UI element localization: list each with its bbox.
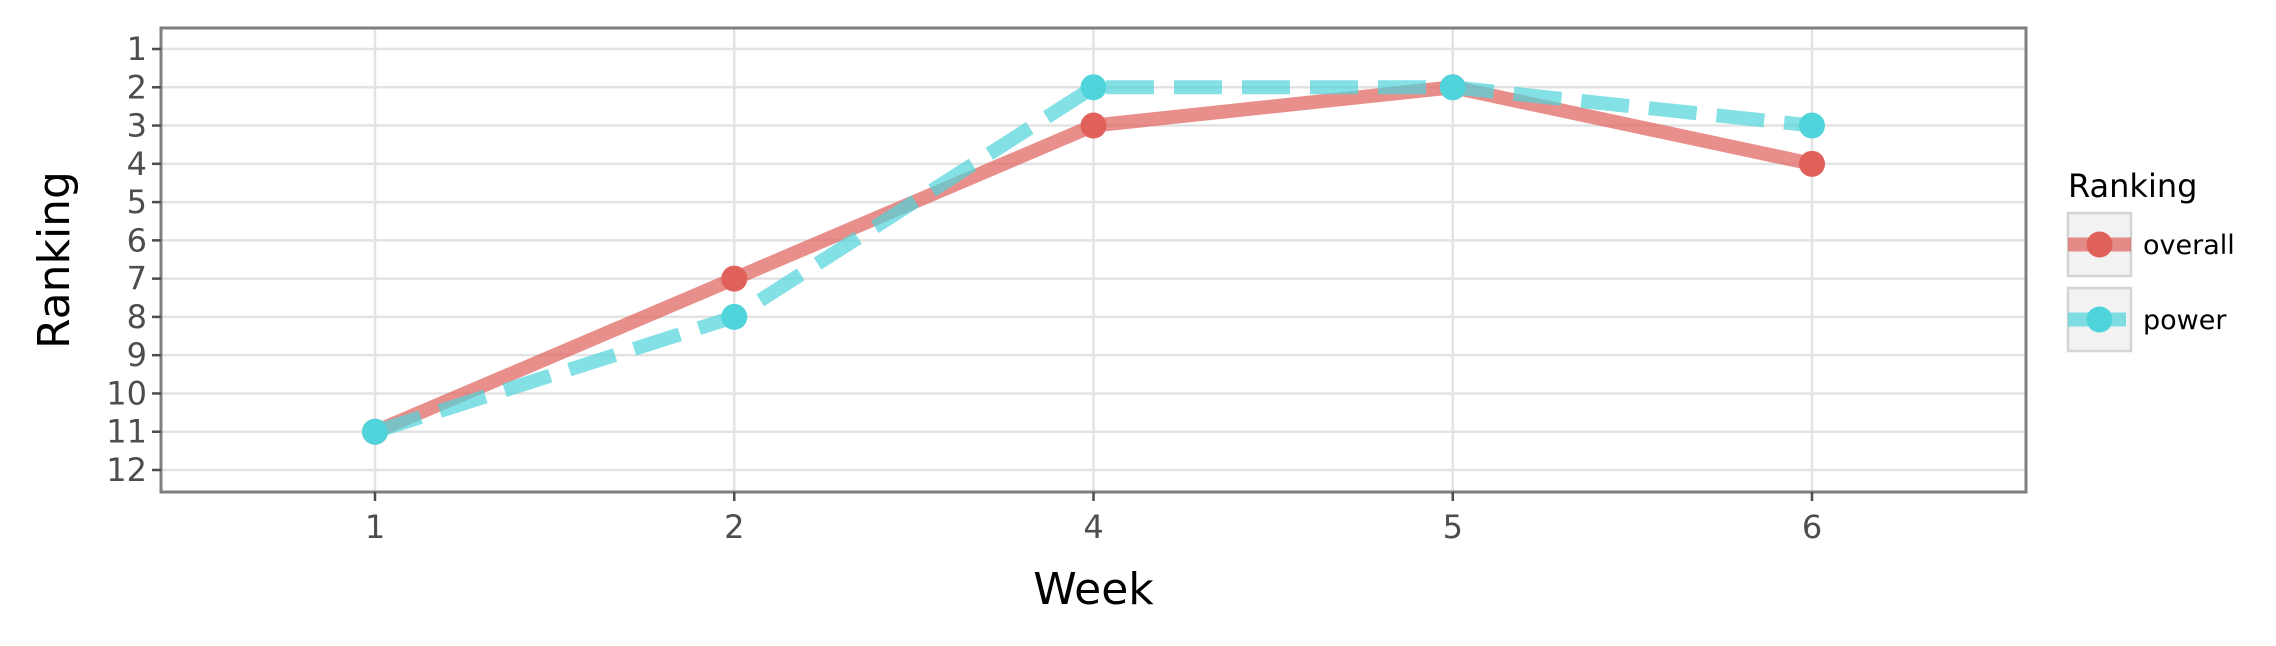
legend-items: overall power bbox=[2066, 211, 2235, 353]
y-tick-label: 1 bbox=[127, 30, 147, 68]
y-tick-label: 6 bbox=[127, 221, 147, 259]
series-line-power bbox=[372, 80, 1813, 439]
legend-title: Ranking bbox=[2068, 167, 2197, 205]
y-tick-label: 11 bbox=[106, 413, 147, 451]
series-point-power bbox=[721, 303, 748, 330]
series-layer bbox=[362, 74, 1825, 445]
series-point-power bbox=[1080, 74, 1107, 101]
x-tick-label: 1 bbox=[365, 508, 385, 546]
series-point-power bbox=[1439, 74, 1466, 101]
legend-key-point-overall bbox=[2086, 231, 2113, 258]
y-tick-label: 10 bbox=[106, 374, 147, 412]
y-tick-label: 5 bbox=[127, 183, 147, 221]
y-tick-label: 7 bbox=[127, 260, 147, 298]
series-point-overall bbox=[721, 265, 748, 292]
y-tick-label: 2 bbox=[127, 68, 147, 106]
y-tick-label: 3 bbox=[127, 107, 147, 145]
y-tick-label: 9 bbox=[127, 336, 147, 374]
x-axis-title: Week bbox=[1033, 564, 1154, 615]
legend-label-overall: overall bbox=[2143, 230, 2235, 261]
legend-label-power: power bbox=[2143, 305, 2227, 336]
legend-key-point-power bbox=[2086, 306, 2113, 333]
x-tick-label: 5 bbox=[1443, 508, 1463, 546]
x-tick-label: 6 bbox=[1802, 508, 1822, 546]
y-tick-label: 4 bbox=[127, 145, 147, 183]
x-tick-label: 4 bbox=[1083, 508, 1103, 546]
x-tick-label: 2 bbox=[724, 508, 744, 546]
series-point-overall bbox=[1080, 112, 1107, 139]
y-tick-label: 12 bbox=[106, 451, 147, 489]
y-axis-title: Ranking bbox=[29, 171, 80, 349]
y-tick-label: 8 bbox=[127, 298, 147, 336]
series-point-power bbox=[1799, 112, 1825, 139]
series-point-power bbox=[362, 418, 388, 445]
series-point-overall bbox=[1799, 150, 1825, 177]
grid-layer bbox=[161, 28, 2026, 492]
legend: Ranking overall power bbox=[2066, 167, 2235, 353]
